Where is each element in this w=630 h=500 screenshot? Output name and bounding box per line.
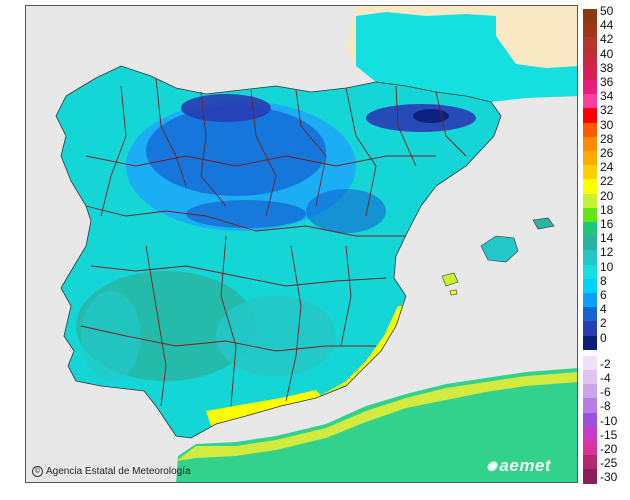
legend-tick-label: 26 [600,146,614,160]
legend-swatch [583,469,597,484]
legend-swatch [583,455,597,470]
legend-tick-label: -15 [600,427,618,442]
menorca-island [532,217,555,230]
legend-tick-label: 8 [600,273,607,288]
legend-tick-label: -20 [600,442,618,456]
legend-swatch [583,207,597,222]
legend-tick-label: 28 [600,131,614,146]
south-coast-yellow-zone [206,390,326,426]
legend-swatch [583,426,597,441]
legend-tick-label: 2 [600,316,607,331]
legend-tick-label: 24 [600,160,614,175]
africa-landmass [176,368,577,482]
legend-tick-label: 34 [600,89,614,104]
legend-tick-label: 10 [600,259,614,274]
legend-swatch [583,179,597,194]
east-coast-yellow-zone [344,306,412,388]
province-borders [80,77,467,407]
plateau-darkblue-zone [146,106,326,196]
legend-swatch [583,441,597,456]
legend-tick-label: 38 [600,60,614,75]
legend-swatch [583,94,597,109]
legend-tick-label: -25 [600,456,618,471]
legend-swatch [583,355,597,370]
logo-text: aemet [499,456,552,475]
legend-tick-label: 50 [600,4,614,18]
legend-swatch [583,384,597,399]
legend-tick-label: 12 [600,245,614,260]
legend-tick-label: -10 [600,413,618,428]
legend-tick-label: 30 [600,117,614,132]
temperature-map [25,5,578,483]
legend-swatch [583,278,597,293]
copyright-icon: © [32,466,43,477]
legend-tick-label: 42 [600,32,614,47]
credit-line: © Agencia Estatal de Meteorología [32,466,191,477]
legend-tick-label: -8 [600,399,611,414]
legend-tick-label: 16 [600,217,614,231]
central-system-zone [186,200,306,228]
map-canvas [55,6,577,482]
formentera-island [449,289,458,296]
cantabrian-range-zone [181,94,271,122]
legend-swatch [583,370,597,385]
mallorca-island [480,235,519,263]
france-coast-cyan [356,12,577,102]
legend-swatch [583,321,597,336]
legend-tick-label: -4 [600,371,611,385]
legend-swatch [583,37,597,52]
ibiza-island [441,272,459,287]
legend-tick-label: 0 [600,330,607,345]
legend-swatch [583,151,597,166]
legend-swatch [583,108,597,123]
legend-tick-label: 44 [600,18,614,33]
legend-tick-label: 36 [600,75,614,89]
legend-tick-label: 40 [600,46,614,61]
legend-tick-label: -6 [600,385,611,400]
legend-swatch [583,80,597,95]
legend-swatch [583,236,597,251]
legend-tick-label: 6 [600,288,607,302]
legend-tick-label: 20 [600,188,614,203]
legend-swatch [583,23,597,38]
legend-swatch [583,51,597,66]
legend-swatch [583,65,597,80]
aemet-swirl-icon: ✺ [486,459,498,474]
legend-swatch [583,264,597,279]
aemet-logo: ✺ aemet [486,456,551,476]
south-cyan-zone [216,296,336,376]
legend-tick-label: 32 [600,103,614,118]
iberic-system-zone [306,189,386,233]
legend-swatch [583,136,597,151]
legend-tick-label: 22 [600,174,614,189]
legend-swatch [583,193,597,208]
west-cyan-zone [81,291,141,381]
legend-swatch [583,335,597,350]
legend-swatch [583,250,597,265]
legend-swatch [583,307,597,322]
legend-swatch [583,165,597,180]
legend-tick-label: 4 [600,302,607,317]
legend-tick-label: 14 [600,231,614,246]
legend-tick-label: 18 [600,202,614,217]
africa-coast-yellow [176,372,577,461]
legend-swatch [583,412,597,427]
legend-swatch [583,293,597,308]
legend-tick-label: -2 [600,356,611,371]
pyrenees-peak-zone [413,109,449,123]
legend-swatch [583,222,597,237]
legend-swatch [583,9,597,24]
credit-text: Agencia Estatal de Meteorología [46,466,191,478]
legend-swatch [583,398,597,413]
legend-tick-label: -30 [600,470,618,485]
color-scale-legend: 50 44 42 40 38 36 34 32 30 28 26 24 22 20 18 16 14 12 10 8 6… [583,5,630,485]
legend-swatch [583,122,597,137]
